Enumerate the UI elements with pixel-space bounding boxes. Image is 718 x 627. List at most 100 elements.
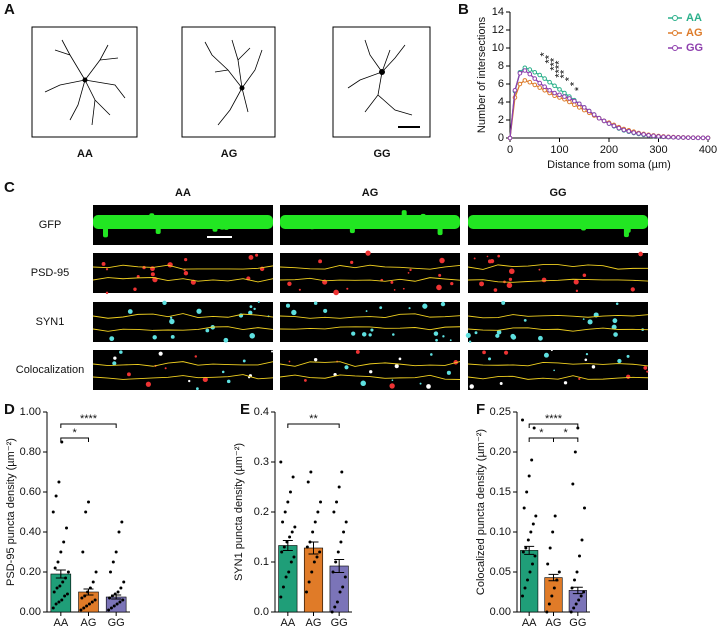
data-point — [577, 554, 581, 558]
point — [537, 72, 543, 78]
y-tick-label: 0.2 — [254, 506, 269, 518]
data-point — [529, 530, 533, 534]
legend-label: AG — [686, 27, 703, 39]
data-point — [286, 500, 290, 504]
data-point — [579, 594, 583, 598]
dendrite — [468, 215, 648, 229]
data-point — [112, 604, 116, 608]
puncta — [578, 377, 581, 380]
x-tick-label: GG — [108, 617, 125, 627]
puncta — [196, 308, 202, 314]
data-point — [309, 470, 313, 474]
point — [542, 84, 547, 89]
data-point — [284, 575, 288, 579]
data-point — [57, 480, 61, 484]
puncta — [145, 381, 151, 387]
puncta — [333, 289, 339, 296]
puncta — [439, 257, 445, 264]
data-point — [526, 538, 530, 542]
data-point — [527, 474, 531, 478]
data-point — [109, 606, 113, 610]
micrograph — [280, 253, 460, 293]
micrograph — [468, 350, 648, 390]
puncta — [626, 354, 630, 358]
data-point — [553, 514, 557, 518]
puncta — [495, 333, 500, 338]
puncta — [563, 381, 568, 385]
point — [562, 94, 567, 99]
puncta — [450, 281, 454, 286]
point — [631, 130, 637, 135]
data-point — [118, 600, 122, 604]
puncta — [369, 370, 373, 374]
data-point — [291, 475, 295, 479]
y-tick-label: 10 — [492, 42, 504, 54]
puncta — [407, 272, 410, 274]
puncta — [506, 282, 513, 289]
data-point — [87, 602, 91, 606]
data-point — [306, 480, 310, 484]
y-tick-label: 0.10 — [490, 526, 511, 538]
puncta — [365, 250, 371, 256]
data-point — [117, 530, 121, 534]
puncta — [449, 339, 452, 342]
point — [532, 82, 538, 88]
data-point — [573, 578, 577, 582]
data-point — [319, 500, 323, 504]
point — [527, 67, 533, 72]
error-bar — [83, 588, 94, 596]
puncta — [442, 335, 445, 338]
point — [532, 70, 538, 75]
neuron-boxes — [31, 26, 431, 138]
puncta — [202, 376, 208, 383]
y-tick-label: 0.0 — [254, 606, 269, 618]
data-point — [337, 485, 341, 489]
y-tick-label: 12 — [492, 24, 504, 36]
panel-letter: E — [240, 401, 250, 418]
puncta — [183, 271, 189, 276]
puncta — [503, 350, 509, 355]
neuron — [347, 39, 413, 116]
puncta — [553, 369, 555, 372]
point — [656, 134, 661, 139]
data-point — [580, 538, 584, 542]
column-label: AG — [362, 187, 379, 199]
bar — [278, 545, 298, 613]
data-point — [575, 570, 579, 574]
data-point — [312, 560, 316, 564]
data-point — [119, 586, 123, 590]
data-point — [522, 506, 526, 510]
y-tick-label: 0.40 — [20, 526, 41, 538]
data-point — [59, 550, 63, 554]
neuron — [44, 39, 126, 126]
data-point — [82, 606, 86, 610]
soma — [379, 69, 385, 75]
puncta — [169, 318, 175, 325]
puncta — [394, 364, 399, 369]
significance-label: * — [73, 427, 78, 439]
data-point — [342, 530, 346, 534]
x-axis-title: Distance from soma (µm) — [547, 159, 671, 171]
data-point — [330, 610, 334, 614]
y-tick-label: 0.4 — [254, 406, 269, 418]
puncta — [188, 379, 191, 383]
data-point — [66, 570, 70, 574]
error-bar — [308, 541, 319, 555]
puncta — [360, 380, 366, 387]
puncta — [473, 257, 476, 260]
puncta — [351, 331, 356, 336]
significance-label: * — [539, 427, 544, 439]
neuron-box — [31, 26, 138, 138]
puncta — [419, 382, 422, 385]
point — [577, 101, 582, 107]
point — [666, 134, 671, 140]
error-bar — [572, 586, 583, 595]
puncta — [493, 288, 498, 292]
data-point — [521, 418, 525, 422]
micrograph — [93, 253, 273, 293]
data-point — [60, 598, 64, 602]
genotype-label: AG — [221, 148, 238, 160]
bar — [520, 550, 539, 613]
data-point — [122, 580, 126, 584]
soma — [82, 77, 88, 83]
